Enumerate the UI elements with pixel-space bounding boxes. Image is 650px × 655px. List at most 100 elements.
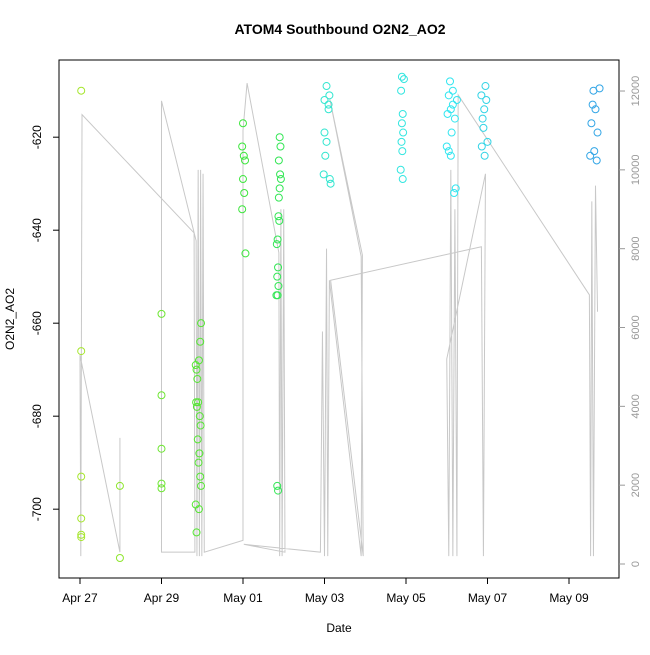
data-point <box>479 123 488 132</box>
data-point <box>273 272 282 281</box>
data-point <box>276 175 285 184</box>
y2-tick-label: 12000 <box>630 76 642 107</box>
data-point <box>195 412 204 421</box>
data-point <box>397 72 406 81</box>
data-point <box>325 175 334 184</box>
data-point <box>115 481 124 490</box>
data-point <box>481 82 490 91</box>
y-tick-label: -660 <box>30 311 44 335</box>
y-tick-label: -640 <box>30 218 44 242</box>
data-point <box>590 147 599 156</box>
data-point <box>238 142 247 151</box>
data-point <box>274 156 283 165</box>
data-point <box>396 165 405 174</box>
data-point <box>157 309 166 318</box>
data-point <box>399 75 408 84</box>
data-point <box>592 156 601 165</box>
data-point <box>77 530 86 539</box>
data-point <box>319 170 328 179</box>
data-point <box>196 472 205 481</box>
data-point <box>241 249 250 258</box>
data-point <box>197 481 206 490</box>
data-point <box>399 128 408 137</box>
data-point <box>197 319 206 328</box>
data-point <box>452 95 461 104</box>
data-point <box>276 170 285 179</box>
y2-tick-label: 8000 <box>630 236 642 260</box>
data-point <box>157 444 166 453</box>
data-point <box>448 100 457 109</box>
data-point <box>321 151 330 160</box>
data-point <box>273 235 282 244</box>
data-point <box>194 398 203 407</box>
data-point <box>444 147 453 156</box>
data-point <box>276 142 285 151</box>
data-point <box>446 151 455 160</box>
data-point <box>238 175 247 184</box>
data-point <box>238 205 247 214</box>
data-point <box>196 337 205 346</box>
data-point <box>157 391 166 400</box>
data-point <box>398 109 407 118</box>
data-point <box>444 91 453 100</box>
x-tick-label: May 03 <box>305 591 345 605</box>
data-point <box>192 365 201 374</box>
data-point <box>322 82 331 91</box>
series-line <box>79 83 599 557</box>
data-point <box>274 263 283 272</box>
y2-tick-label: 2000 <box>630 473 642 497</box>
y2-tick-label: 0 <box>630 561 642 567</box>
chart-title: ATOM4 Southbound O2N2_AO2 <box>234 21 445 37</box>
data-point <box>192 402 201 411</box>
data-point <box>193 374 202 383</box>
x-tick-label: May 09 <box>549 591 589 605</box>
y2-tick-label: 10000 <box>630 155 642 186</box>
data-point <box>194 356 203 365</box>
data-point <box>443 109 452 118</box>
data-point <box>587 119 596 128</box>
x-axis-title: Date <box>326 621 352 635</box>
data-point <box>397 137 406 146</box>
data-point <box>588 100 597 109</box>
data-point <box>398 147 407 156</box>
data-point <box>195 449 204 458</box>
y-tick-label: -680 <box>30 404 44 428</box>
data-point <box>157 479 166 488</box>
data-point <box>398 175 407 184</box>
data-point <box>274 212 283 221</box>
data-point <box>77 86 86 95</box>
data-point <box>451 184 460 193</box>
data-point <box>322 137 331 146</box>
x-tick-label: May 01 <box>223 591 263 605</box>
data-point <box>274 193 283 202</box>
data-point <box>239 151 248 160</box>
data-point <box>447 128 456 137</box>
y-axis-title: O2N2_AO2 <box>3 288 17 350</box>
data-point <box>324 100 333 109</box>
data-point <box>477 91 486 100</box>
data-point <box>446 77 455 86</box>
data-point <box>586 151 595 160</box>
data-point <box>273 481 282 490</box>
data-point <box>442 142 451 151</box>
data-point <box>77 533 86 542</box>
data-point <box>450 114 459 123</box>
y-tick-label: -700 <box>30 497 44 521</box>
data-point <box>593 128 602 137</box>
data-point <box>275 184 284 193</box>
data-point <box>320 128 329 137</box>
data-point <box>274 281 283 290</box>
data-point <box>272 240 281 249</box>
data-point <box>325 91 334 100</box>
x-tick-label: May 07 <box>468 591 508 605</box>
y2-tick-label: 6000 <box>630 315 642 339</box>
data-point <box>477 142 486 151</box>
data-point <box>482 95 491 104</box>
data-point <box>274 486 283 495</box>
y2-tick-label: 4000 <box>630 394 642 418</box>
data-point <box>77 347 86 356</box>
data-point <box>320 95 329 104</box>
data-point <box>192 528 201 537</box>
data-point <box>194 505 203 514</box>
y-tick-label: -620 <box>30 125 44 149</box>
